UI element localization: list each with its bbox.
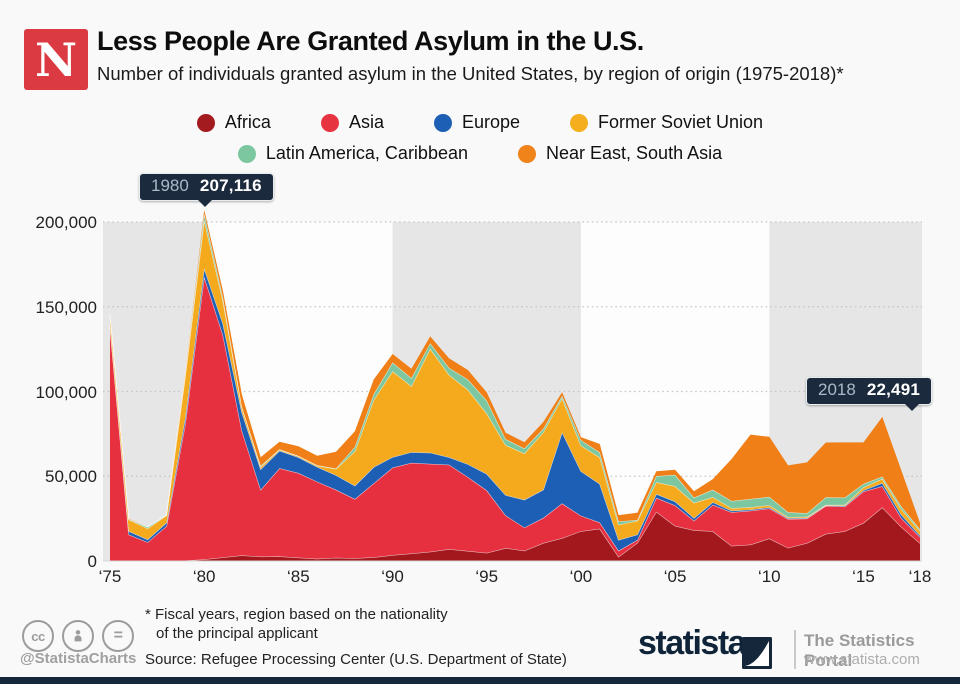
statista-charts-handle: @StatistaCharts bbox=[20, 650, 137, 667]
legend-label: Latin America, Caribbean bbox=[265, 143, 468, 163]
y-axis-tick-label: 50,000 bbox=[45, 467, 97, 487]
person-glyph bbox=[74, 630, 82, 642]
footer-divider bbox=[794, 630, 796, 669]
statista-logo-mark bbox=[742, 637, 772, 669]
x-axis-tick-label: ‘80 bbox=[192, 567, 216, 586]
callout-2018: 2018 22,491 bbox=[806, 377, 933, 411]
callout-1980: 1980 207,116 bbox=[139, 173, 274, 207]
x-axis-tick-label: ‘18 bbox=[908, 567, 932, 586]
page-title: Less People Are Granted Asylum in the U.… bbox=[97, 26, 644, 56]
y-axis-tick-label: 200,000 bbox=[35, 213, 97, 232]
callout-year: 2018 bbox=[818, 380, 856, 399]
legend-label: Asia bbox=[348, 112, 384, 132]
bottom-accent-bar bbox=[0, 677, 960, 684]
attribution-icon bbox=[62, 620, 94, 652]
legend-label: Africa bbox=[224, 112, 271, 132]
legend-label: Former Soviet Union bbox=[598, 112, 764, 132]
legend-row-2: Latin America, Caribbean Near East, South… bbox=[0, 143, 960, 164]
y-axis-tick-label: 150,000 bbox=[35, 297, 97, 317]
callout-year: 1980 bbox=[151, 176, 189, 195]
legend-item-latin-america-caribbean: Latin America, Caribbean bbox=[237, 143, 468, 164]
x-axis-tick-label: ‘90 bbox=[381, 567, 404, 586]
legend-label: Near East, South Asia bbox=[546, 143, 723, 163]
newsweek-logo: N bbox=[24, 29, 88, 90]
x-axis-tick-label: ‘10 bbox=[757, 567, 781, 586]
y-axis-tick-label: 100,000 bbox=[35, 382, 97, 402]
y-axis-tick-label: 0 bbox=[87, 552, 97, 571]
creative-commons-icons: cc = bbox=[22, 620, 134, 652]
newsweek-logo-letter: N bbox=[34, 32, 78, 87]
x-axis-tick-label: ‘15 bbox=[852, 567, 875, 586]
portal-tagline: The Statistics Portal bbox=[804, 631, 915, 670]
legend-color-dot bbox=[320, 113, 339, 132]
x-axis-tick-label: ‘75 bbox=[98, 567, 122, 586]
statista-logo: statista bbox=[638, 624, 747, 662]
area-near-east-south-asia bbox=[110, 209, 920, 530]
footnote-line-2: of the principal applicant bbox=[156, 625, 318, 642]
x-axis-tick-label: ‘05 bbox=[663, 567, 687, 586]
legend-color-dot bbox=[237, 144, 256, 163]
legend-item-europe: Europe bbox=[433, 112, 520, 133]
legend-color-dot bbox=[433, 113, 452, 132]
legend-item-near-east-south-asia: Near East, South Asia bbox=[518, 143, 722, 164]
legend-item-former-soviet-union: Former Soviet Union bbox=[570, 112, 763, 133]
callout-value: 207,116 bbox=[199, 176, 262, 195]
legend-color-dot bbox=[196, 113, 215, 132]
page-subtitle: Number of individuals granted asylum in … bbox=[97, 63, 844, 84]
legend-row-1: Africa Asia Europe Former Soviet Union bbox=[0, 112, 960, 133]
callout-value: 22,491 bbox=[866, 380, 921, 399]
legend-label: Europe bbox=[461, 112, 520, 132]
area-latin-america-caribbean bbox=[110, 213, 920, 531]
x-axis-tick-label: ‘95 bbox=[475, 567, 499, 586]
footnote-line-1: * Fiscal years, region based on the nati… bbox=[145, 606, 448, 623]
legend-color-dot bbox=[518, 144, 536, 163]
area-africa bbox=[110, 507, 920, 561]
cc-icon: cc bbox=[22, 620, 54, 652]
area-asia bbox=[110, 276, 920, 561]
legend-color-dot bbox=[570, 113, 588, 132]
no-derivatives-icon: = bbox=[102, 620, 134, 652]
legend-item-asia: Asia bbox=[320, 112, 384, 133]
x-axis-tick-label: ‘85 bbox=[287, 567, 310, 586]
statista-url: www.statista.com bbox=[804, 651, 920, 668]
legend-item-africa: Africa bbox=[196, 112, 271, 133]
source-text: Source: Refugee Processing Center (U.S. … bbox=[145, 651, 567, 668]
x-axis-tick-label: ‘00 bbox=[569, 567, 593, 586]
area-former-soviet-union bbox=[110, 220, 920, 540]
